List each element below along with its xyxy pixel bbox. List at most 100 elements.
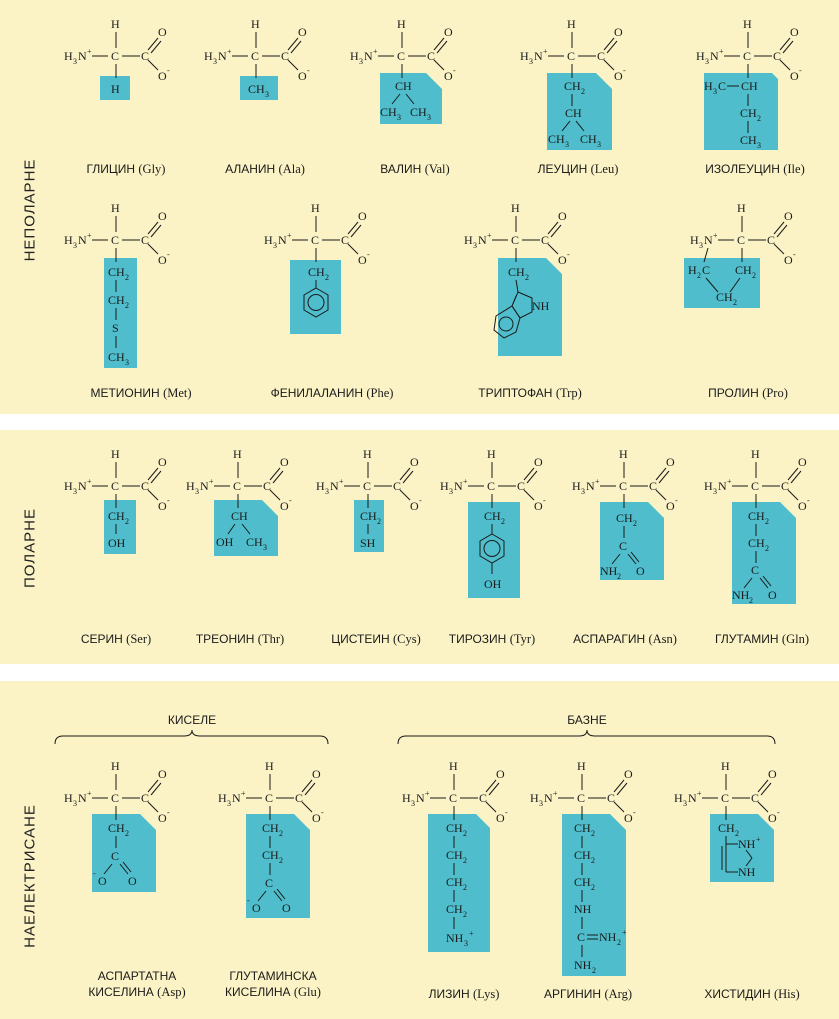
svg-text:C: C (567, 49, 575, 63)
threonine-structure: H 3 N + C H C O O- CH OH CH 3 (186, 447, 292, 556)
svg-text:+: + (425, 789, 430, 798)
svg-text:O: O (358, 253, 367, 267)
svg-text:N: N (78, 233, 87, 247)
glutamine-structure: H 3 N + C H C O O- CH 2 CH 2 C NH 2 O (704, 447, 810, 605)
svg-text:N: N (330, 479, 339, 493)
svg-text:H: H (464, 233, 473, 247)
svg-text:2: 2 (279, 856, 283, 865)
svg-text:O: O (534, 499, 543, 513)
svg-text:+: + (209, 477, 214, 486)
svg-text:H: H (186, 479, 195, 493)
svg-text:O: O (768, 588, 777, 602)
svg-text:2: 2 (733, 298, 737, 307)
svg-text:3: 3 (73, 57, 77, 66)
svg-text:2: 2 (377, 517, 381, 526)
svg-text:C: C (251, 49, 259, 63)
svg-text:C: C (751, 479, 759, 493)
svg-text:H: H (251, 17, 260, 31)
svg-text:H: H (696, 49, 705, 63)
svg-text:3: 3 (213, 57, 217, 66)
acidic-group-label: КИСЕЛЕ (167, 713, 217, 727)
svg-text:C: C (487, 479, 495, 493)
svg-text:CH: CH (231, 509, 248, 523)
svg-text:C: C (111, 791, 119, 805)
svg-text:H: H (737, 201, 746, 215)
svg-text:+: + (713, 231, 718, 240)
threonine-label: ТРЕОНИН (Thr) (195, 632, 285, 646)
svg-text:CH: CH (446, 848, 463, 862)
svg-text:C: C (393, 479, 401, 493)
svg-text:C: C (781, 479, 789, 493)
svg-text:+: + (595, 477, 600, 486)
svg-text:O: O (784, 209, 793, 223)
svg-text:O: O (496, 811, 505, 825)
svg-text:-: - (807, 496, 810, 505)
svg-text:N: N (78, 49, 87, 63)
svg-text:H: H (572, 479, 581, 493)
svg-text:O: O (768, 767, 777, 781)
svg-text:+: + (87, 231, 92, 240)
svg-text:SH: SH (360, 536, 376, 550)
lysine-structure: H 3 N + C H C O O- CH 2 CH 2 CH 2 CH 2 NH 3+ (402, 759, 508, 952)
svg-text:+: + (87, 47, 92, 56)
svg-text:H: H (577, 759, 586, 773)
svg-text:C: C (767, 233, 775, 247)
tryptophan-structure: H 3 N + C H C O O- CH 2 NH (464, 201, 570, 356)
svg-text:2: 2 (735, 829, 739, 838)
svg-text:2: 2 (617, 938, 621, 947)
svg-text:-: - (167, 808, 170, 817)
svg-text:-: - (367, 250, 370, 259)
svg-text:CH: CH (108, 821, 125, 835)
svg-text:+: + (241, 789, 246, 798)
svg-text:N: N (364, 49, 373, 63)
svg-text:2: 2 (757, 114, 761, 123)
svg-text:C: C (141, 479, 149, 493)
svg-text:3: 3 (597, 140, 601, 149)
cysteine-structure: H 3 N + C H C O O- CH 2 SH (316, 447, 422, 552)
svg-text:H: H (363, 447, 372, 461)
tryptophan-label: ТРИПТОФАН (Trp) (478, 386, 582, 400)
svg-text:N: N (718, 479, 727, 493)
svg-text:CH: CH (740, 106, 757, 120)
svg-text:O: O (768, 811, 777, 825)
svg-text:+: + (543, 47, 548, 56)
svg-text:-: - (567, 250, 570, 259)
tyrosine-structure: H 3 N + C H C O O- CH 2 OH (440, 447, 546, 598)
svg-text:OH: OH (108, 536, 126, 550)
svg-text:C: C (141, 49, 149, 63)
asparagine-label: АСПАРАГИН (Asn) (573, 632, 677, 646)
svg-text:NH: NH (574, 958, 592, 972)
basic-brace (397, 729, 776, 745)
svg-text:O: O (790, 25, 799, 39)
svg-text:O: O (666, 499, 675, 513)
basic-group-label: БАЗНЕ (567, 713, 607, 727)
svg-text:H: H (449, 759, 458, 773)
svg-text:3: 3 (273, 241, 277, 250)
svg-text:O: O (252, 901, 261, 915)
svg-text:O: O (158, 69, 167, 83)
svg-text:C: C (265, 876, 273, 890)
svg-text:3: 3 (427, 113, 431, 122)
svg-text:H: H (218, 791, 227, 805)
svg-text:3: 3 (683, 799, 687, 808)
svg-text:+: + (553, 789, 558, 798)
svg-text:O: O (312, 811, 321, 825)
svg-text:CH: CH (740, 133, 757, 147)
svg-text:+: + (469, 929, 474, 938)
svg-text:CH: CH (446, 875, 463, 889)
svg-text:C: C (607, 791, 615, 805)
svg-text:NH: NH (599, 930, 617, 944)
svg-text:2: 2 (125, 301, 129, 310)
svg-text:C: C (517, 479, 525, 493)
svg-text:C: C (111, 49, 119, 63)
svg-text:CH: CH (410, 105, 427, 119)
svg-text:-: - (505, 808, 508, 817)
svg-text:C: C (619, 479, 627, 493)
histidine-structure: H 3 N + C H C O O- CH 2 NH + NH (674, 759, 780, 882)
svg-text:3: 3 (581, 487, 585, 496)
svg-text:C: C (721, 791, 729, 805)
svg-text:C: C (449, 791, 457, 805)
svg-text:2: 2 (591, 883, 595, 892)
svg-text:NH: NH (532, 299, 550, 313)
svg-text:-: - (799, 66, 802, 75)
